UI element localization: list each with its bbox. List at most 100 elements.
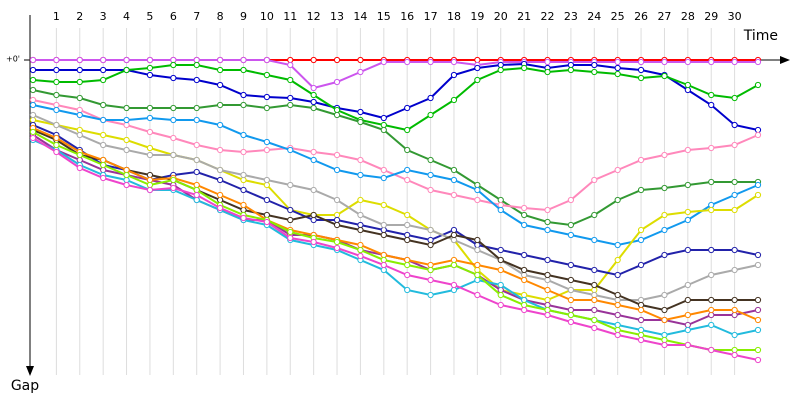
point [684, 208, 691, 216]
point [287, 228, 294, 236]
point [637, 226, 645, 234]
point [614, 321, 621, 329]
point [637, 336, 645, 344]
point [357, 196, 364, 204]
point [754, 326, 762, 334]
point [240, 101, 247, 109]
point [170, 151, 177, 159]
point [123, 116, 130, 124]
x-axis-label: Time [743, 28, 778, 44]
point [76, 78, 83, 86]
point [357, 171, 364, 179]
point [193, 156, 200, 164]
point [497, 266, 504, 274]
point [661, 184, 668, 192]
point [474, 246, 481, 254]
point [637, 66, 645, 74]
point [474, 271, 481, 279]
x-tick-label: 17 [424, 10, 438, 23]
point [263, 93, 270, 101]
series [29, 121, 762, 279]
point [708, 58, 715, 66]
point [146, 151, 154, 159]
point [380, 201, 387, 209]
point [474, 186, 481, 194]
x-tick-label: 30 [728, 10, 742, 23]
point [76, 164, 83, 172]
point [497, 291, 504, 299]
point [427, 261, 434, 269]
point [76, 151, 83, 159]
point [100, 141, 107, 149]
x-tick-label: 10 [260, 10, 274, 23]
point [53, 101, 60, 109]
point [216, 81, 224, 89]
point [240, 176, 247, 184]
point [357, 68, 364, 76]
point [731, 58, 738, 66]
point [684, 86, 691, 94]
series [29, 56, 762, 92]
y-axis-label: Gap [11, 378, 39, 394]
point [614, 311, 621, 319]
point [450, 226, 458, 234]
point [708, 101, 715, 109]
point [708, 306, 715, 314]
point [29, 86, 37, 94]
point [404, 146, 411, 154]
point [100, 161, 107, 169]
point [357, 241, 364, 249]
point [170, 116, 177, 124]
point [521, 204, 528, 212]
point [240, 214, 247, 222]
point [240, 91, 247, 99]
point [287, 216, 294, 224]
point [684, 341, 691, 349]
point [591, 306, 598, 314]
point [333, 111, 341, 119]
point [661, 331, 668, 339]
x-tick-label: 18 [447, 10, 461, 23]
point [474, 196, 481, 204]
point [544, 218, 551, 226]
point [263, 146, 270, 154]
point [591, 324, 598, 332]
point [240, 148, 247, 156]
point [170, 74, 177, 82]
point [591, 176, 598, 184]
point [661, 211, 668, 219]
point [76, 126, 83, 134]
point [567, 61, 575, 69]
point [100, 66, 107, 74]
point [240, 131, 247, 139]
point [310, 56, 317, 64]
point [450, 58, 458, 66]
point [53, 56, 60, 64]
point [637, 74, 645, 82]
point [53, 121, 60, 129]
point [333, 106, 341, 114]
point [637, 236, 645, 244]
point [450, 96, 458, 104]
point [661, 151, 668, 159]
point [76, 106, 83, 114]
point [380, 231, 387, 239]
point [310, 211, 317, 219]
point [29, 56, 37, 64]
point [567, 231, 575, 239]
point [637, 186, 645, 194]
point [146, 144, 154, 152]
point [263, 196, 270, 204]
point [193, 61, 200, 69]
point [474, 241, 481, 249]
point [333, 78, 341, 86]
point [100, 76, 107, 84]
point [380, 114, 387, 122]
series-line [32, 124, 759, 277]
point [216, 191, 224, 199]
point [53, 78, 60, 86]
point [193, 186, 200, 194]
point [380, 58, 387, 66]
point [497, 196, 504, 204]
point [474, 76, 481, 84]
